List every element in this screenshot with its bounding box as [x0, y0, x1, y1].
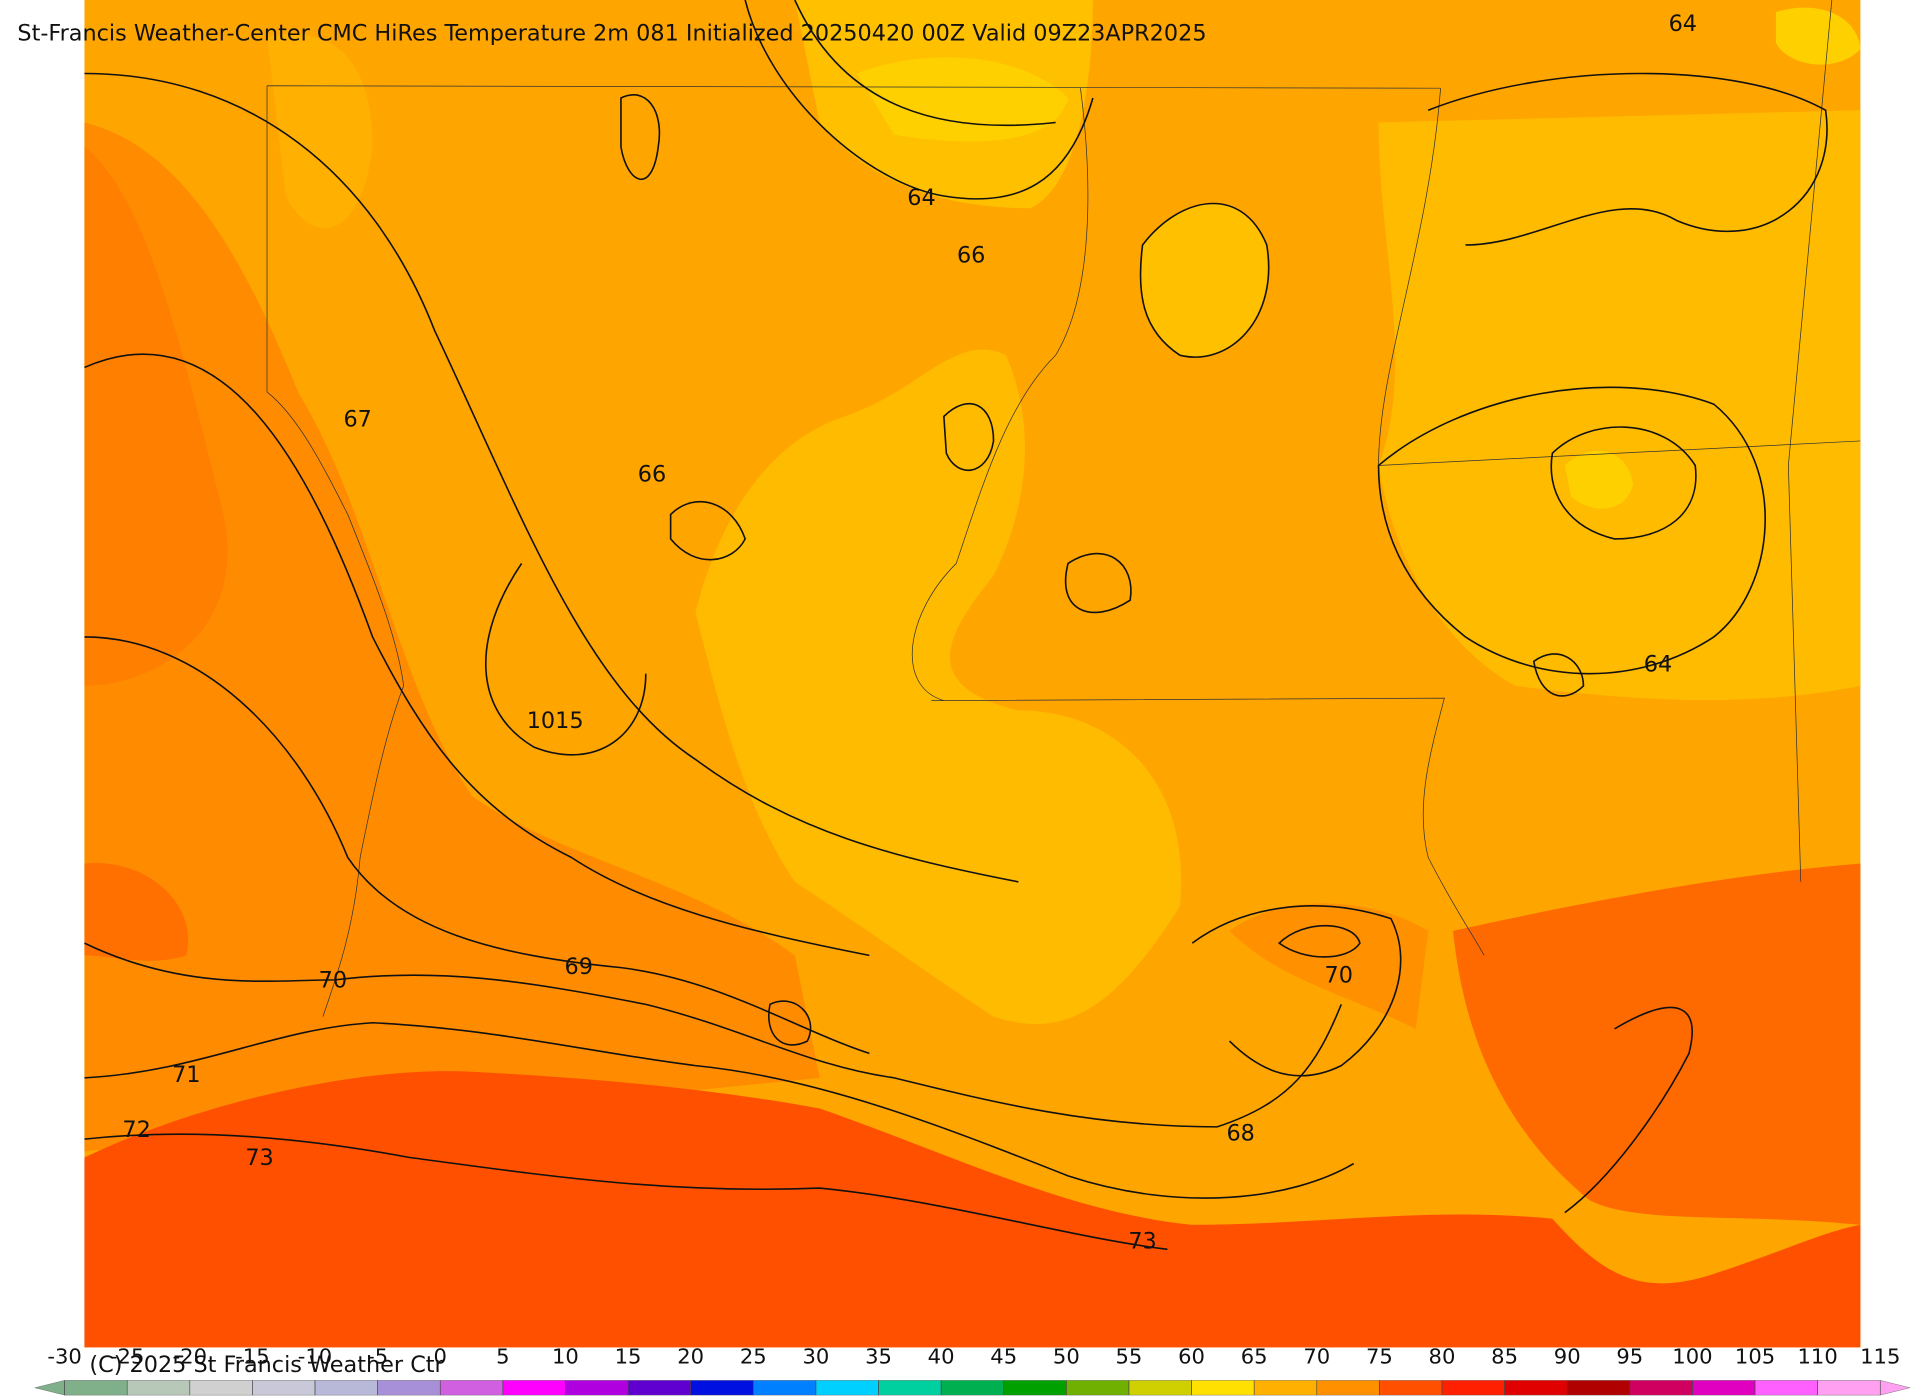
- contour-label: 71: [172, 1062, 200, 1088]
- colorbar-segment: [252, 1380, 316, 1396]
- colorbar-segment: [440, 1380, 504, 1396]
- colorbar-tick-label: 5: [496, 1344, 509, 1368]
- contours: [84, 0, 1828, 1251]
- copyright: (C) 2025 St Francis Weather Ctr: [89, 1352, 444, 1378]
- cool-field: [1775, 7, 1861, 65]
- contour-label: 64: [1669, 11, 1697, 37]
- colorbar-tick-label: 100: [1672, 1344, 1712, 1368]
- cool-field: [1378, 110, 1861, 701]
- warm-field: [84, 862, 189, 961]
- colorbar-segment: [127, 1380, 190, 1396]
- colorbar-tick-label: 10: [552, 1344, 579, 1368]
- contour-label: 64: [1644, 652, 1672, 678]
- warm-field: [84, 122, 820, 1152]
- state-borders: [266, 0, 1861, 1017]
- colorbar-segment: [1128, 1380, 1192, 1396]
- warm-field: [1453, 863, 1861, 1225]
- colorbar-tick-label: 85: [1491, 1344, 1518, 1368]
- colorbar-segment: [1379, 1380, 1443, 1396]
- colorbar-segment: [1692, 1380, 1756, 1396]
- contour-label: 66: [638, 462, 666, 488]
- contour-label: 1015: [527, 708, 584, 734]
- contour-label: 64: [907, 185, 935, 211]
- colorbar-end: [34, 1380, 65, 1396]
- colorbar-tick-label: 30: [802, 1344, 829, 1368]
- colorbar-segment: [1441, 1380, 1505, 1396]
- contour-label: 70: [1325, 963, 1353, 989]
- warm-field: [1229, 903, 1429, 1029]
- colorbar-end: [1880, 1380, 1911, 1396]
- colorbar-tick-label: 40: [928, 1344, 955, 1368]
- contour-label: 66: [957, 243, 985, 269]
- cool-field: [267, 33, 373, 229]
- colorbar-tick-label: 105: [1735, 1344, 1775, 1368]
- colorbar-tick-label: -10: [298, 1344, 332, 1368]
- contour-label: 70: [319, 968, 347, 994]
- colorbar-segment: [314, 1380, 378, 1396]
- contour-label: 68: [1226, 1121, 1254, 1147]
- colorbar-segment: [1066, 1380, 1130, 1396]
- colorbar-tick-label: -20: [173, 1344, 207, 1368]
- colorbar-tick-label: 15: [615, 1344, 642, 1368]
- contour-label: 67: [343, 407, 371, 433]
- colorbar-segment: [815, 1380, 879, 1396]
- colorbar-segment: [377, 1380, 441, 1396]
- colorbar-segment: [753, 1380, 817, 1396]
- colorbar-segment: [1191, 1380, 1255, 1396]
- colorbar-segment: [878, 1380, 942, 1396]
- warm-field: [84, 146, 228, 686]
- colorbar-segment: [1629, 1380, 1693, 1396]
- colorbar-segment: [1003, 1380, 1067, 1396]
- colorbar-segment: [1567, 1380, 1631, 1396]
- colorbar-tick-label: 0: [434, 1344, 447, 1368]
- colorbar-tick-label: 35: [865, 1344, 892, 1368]
- colorbar-tick-label: 50: [1053, 1344, 1080, 1368]
- colorbar-tick-label: -5: [367, 1344, 388, 1368]
- colorbar-segment: [502, 1380, 566, 1396]
- colorbar-tick-label: 90: [1554, 1344, 1581, 1368]
- colorbar-tick-label: 25: [740, 1344, 767, 1368]
- colorbar-tick-label: 80: [1429, 1344, 1456, 1368]
- colorbar-tick-label: -25: [110, 1344, 144, 1368]
- contour-label: 69: [565, 954, 593, 980]
- colorbar-segment: [690, 1380, 754, 1396]
- colorbar-tick-label: 115: [1860, 1344, 1900, 1368]
- colorbar: -30 -25 -20 -15 -10 -5 0 5 10 15 20 25 30 35 40 45 50 55 6…: [34, 1344, 1911, 1396]
- colorbar-tick-label: 95: [1616, 1344, 1643, 1368]
- colorbar-tick-label: -15: [235, 1344, 269, 1368]
- gulf-field: [84, 1071, 1861, 1348]
- colorbar-tick-label: 110: [1798, 1344, 1838, 1368]
- colorbar-segment: [565, 1380, 629, 1396]
- colorbar-tick-label: 55: [1116, 1344, 1143, 1368]
- colorbar-tick-label: 45: [990, 1344, 1017, 1368]
- colorbar-tick-label: 20: [677, 1344, 704, 1368]
- colorbar-tick-label: 70: [1303, 1344, 1330, 1368]
- colorbar-segment: [1253, 1380, 1317, 1396]
- contour-labels: 64 64 66 67 66 1015 69 70 71 72 73 70 68 73 64: [122, 11, 1697, 1254]
- colorbar-segment: [1504, 1380, 1568, 1396]
- cool-field: [1564, 450, 1634, 509]
- colorbar-tick-label: 60: [1178, 1344, 1205, 1368]
- colorbar-segment: [1817, 1380, 1881, 1396]
- cool-field: [695, 349, 1182, 1024]
- cool-field: [856, 57, 1069, 142]
- colorbar-tick-label: -30: [47, 1344, 81, 1368]
- colorbar-segment: [64, 1380, 128, 1396]
- colorbar-segment: [189, 1380, 253, 1396]
- contour-label: 73: [1128, 1229, 1156, 1255]
- colorbar-segment: [940, 1380, 1004, 1396]
- map-title: St-Francis Weather-Center CMC HiRes Temp…: [17, 21, 1206, 47]
- colorbar-segment: [627, 1380, 691, 1396]
- contour-label: 73: [245, 1145, 273, 1171]
- colorbar-segment: [1316, 1380, 1380, 1396]
- cool-field: [1140, 203, 1269, 358]
- colorbar-tick-label: 65: [1241, 1344, 1268, 1368]
- colorbar-tick-label: 75: [1366, 1344, 1393, 1368]
- contour-label: 72: [122, 1117, 150, 1143]
- colorbar-segment: [1754, 1380, 1818, 1396]
